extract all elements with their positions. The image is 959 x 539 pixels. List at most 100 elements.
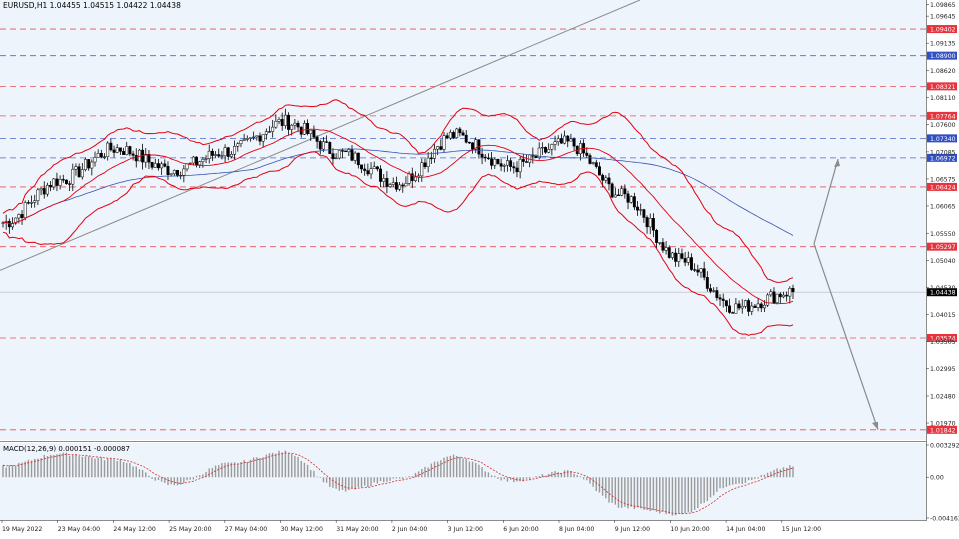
candle-body bbox=[277, 119, 281, 122]
candle-body bbox=[791, 288, 795, 292]
time-tick-label: 14 Jun 04:00 bbox=[726, 526, 765, 533]
candle-body bbox=[379, 168, 383, 182]
candle-body bbox=[436, 146, 440, 150]
candle-body bbox=[550, 144, 554, 150]
level-label-1.06972: 1.06972 bbox=[930, 155, 956, 162]
candle-body bbox=[153, 163, 157, 168]
candle-body bbox=[366, 170, 370, 175]
candle-body bbox=[36, 189, 40, 201]
candle-body bbox=[467, 141, 471, 144]
level-tag-1.06424 bbox=[927, 182, 957, 191]
candle-body bbox=[566, 135, 570, 142]
candle-body bbox=[14, 217, 18, 224]
price-tick-label: 1.04015 bbox=[930, 312, 956, 319]
level-label-1.07764: 1.07764 bbox=[930, 113, 956, 120]
time-tick-label: 15 Jun 12:00 bbox=[782, 526, 821, 533]
candle-body bbox=[782, 294, 785, 298]
level-label-1.07340: 1.07340 bbox=[930, 136, 956, 143]
candle-body bbox=[728, 305, 731, 313]
candle-body bbox=[341, 150, 344, 152]
price-tick-label: 1.09865 bbox=[930, 2, 956, 9]
candle-body bbox=[740, 305, 744, 309]
candle-body bbox=[690, 257, 693, 270]
candle-body bbox=[442, 135, 446, 150]
candle-body bbox=[407, 173, 411, 184]
candle-body bbox=[493, 158, 497, 166]
candle-body bbox=[423, 162, 427, 168]
candle-body bbox=[80, 169, 84, 178]
time-tick-label: 31 May 20:00 bbox=[336, 526, 378, 533]
candle-body bbox=[540, 147, 544, 149]
candle-body bbox=[699, 268, 703, 273]
level-label-1.08900: 1.08900 bbox=[930, 53, 956, 60]
price-tick-label: 1.03505 bbox=[930, 339, 956, 346]
candle-body bbox=[318, 141, 322, 150]
level-tag-1.05297 bbox=[927, 242, 957, 251]
candle-body bbox=[759, 303, 763, 309]
candle-body bbox=[115, 147, 119, 153]
price-tick-label: 1.07600 bbox=[930, 122, 956, 129]
candle-body bbox=[188, 162, 192, 165]
candle-body bbox=[544, 147, 547, 153]
ascending-trendline bbox=[0, 0, 641, 271]
time-scale-area bbox=[0, 520, 927, 535]
candle-body bbox=[667, 247, 671, 258]
candle-body bbox=[743, 300, 747, 307]
candle-body bbox=[785, 294, 789, 297]
candle-body bbox=[620, 188, 624, 196]
candle-body bbox=[775, 293, 779, 304]
candle-body bbox=[537, 147, 541, 158]
time-tick-label: 23 May 04:00 bbox=[58, 526, 100, 533]
candle-body bbox=[718, 297, 722, 300]
candle-body bbox=[788, 288, 792, 297]
candle-body bbox=[325, 141, 329, 143]
candle-body bbox=[658, 242, 662, 244]
candle-body bbox=[255, 135, 259, 138]
candle-body bbox=[471, 142, 475, 150]
candle-body bbox=[398, 184, 402, 190]
macd-plot-area bbox=[0, 443, 927, 520]
candle-body bbox=[448, 132, 452, 139]
candle-body bbox=[137, 149, 141, 162]
candle-body bbox=[96, 153, 100, 158]
macd-header: MACD(12,26,9) 0.000151 -0.000087 bbox=[3, 445, 130, 453]
level-tag-1.08900 bbox=[927, 51, 957, 60]
current-price-tag bbox=[927, 288, 957, 297]
candle-body bbox=[572, 138, 576, 147]
candle-body bbox=[229, 154, 233, 157]
candle-body bbox=[204, 158, 208, 160]
candle-body bbox=[385, 178, 389, 187]
candle-body bbox=[683, 258, 687, 263]
indicator-lines bbox=[2, 99, 794, 336]
candle-body bbox=[534, 156, 538, 158]
candle-body bbox=[474, 139, 478, 150]
candle-body bbox=[696, 269, 700, 273]
candle-body bbox=[651, 218, 655, 231]
candle-body bbox=[731, 312, 735, 314]
candle-body bbox=[502, 164, 506, 167]
candle-body bbox=[157, 163, 160, 169]
candle-body bbox=[429, 157, 433, 160]
candle-body bbox=[191, 156, 195, 164]
candle-body bbox=[521, 159, 525, 162]
candle-body bbox=[90, 161, 94, 169]
price-tick-label: 1.09645 bbox=[930, 14, 956, 21]
candle-body bbox=[778, 293, 782, 298]
macd-tick-label: 0.00 bbox=[930, 475, 944, 482]
candle-body bbox=[166, 166, 170, 175]
candle-body bbox=[134, 155, 138, 162]
candle-body bbox=[464, 134, 468, 143]
candle-body bbox=[674, 252, 678, 262]
candle-body bbox=[163, 163, 167, 167]
candle-body bbox=[144, 154, 148, 163]
candle-body bbox=[553, 141, 557, 145]
candle-body bbox=[99, 153, 103, 158]
candle-body bbox=[594, 162, 598, 167]
candle-body bbox=[404, 183, 408, 187]
candle-body bbox=[239, 140, 243, 144]
candle-body bbox=[753, 305, 757, 308]
candle-body bbox=[610, 183, 614, 198]
level-label-1.03574: 1.03574 bbox=[930, 336, 956, 343]
